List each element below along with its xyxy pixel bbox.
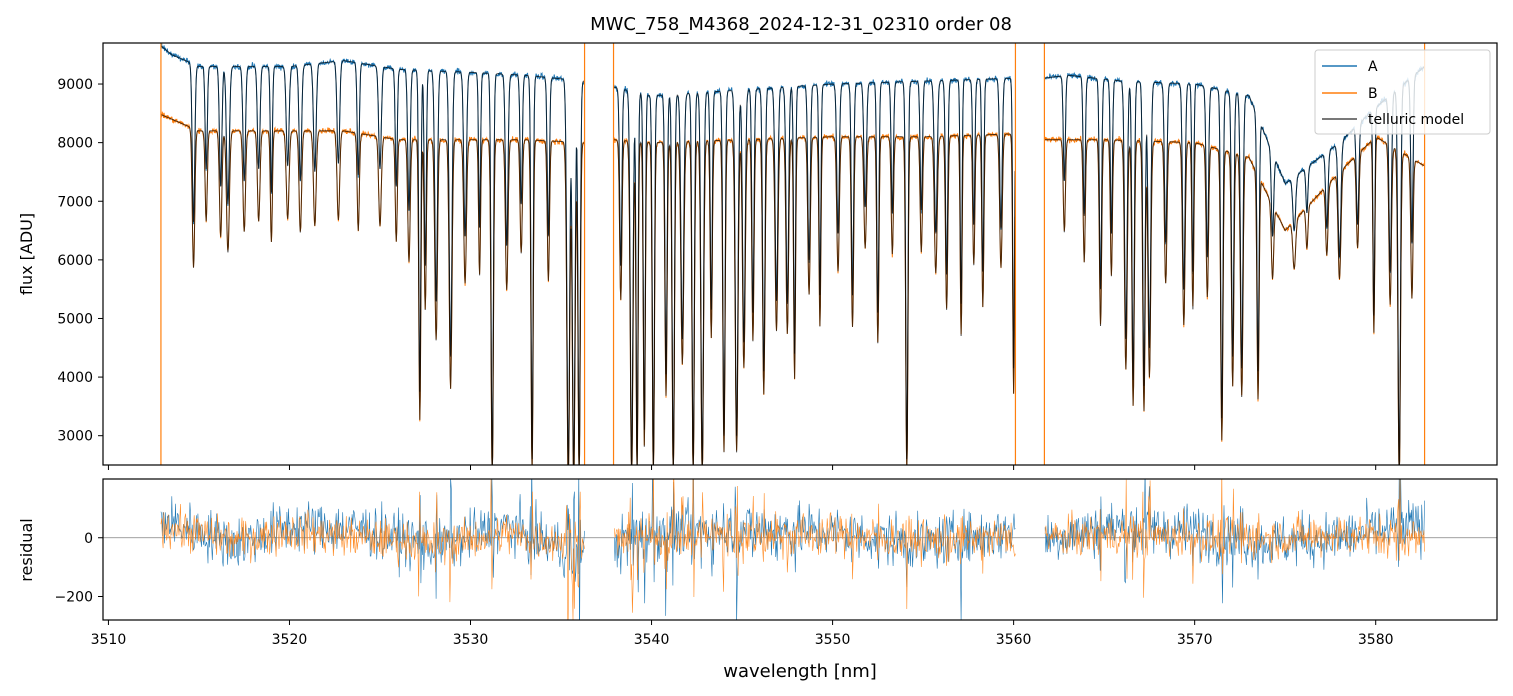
legend-label-A: A xyxy=(1368,59,1378,75)
spectrum-y-ticks: 3000 4000 5000 6000 7000 8000 9000 xyxy=(57,77,103,445)
residual-y-ticks: −200 0 xyxy=(55,531,103,606)
legend-label-B: B xyxy=(1368,86,1378,102)
y-tick-label: 4000 xyxy=(57,370,93,386)
legend-label-model: telluric model xyxy=(1368,112,1464,128)
y-tick-label: 9000 xyxy=(57,77,93,93)
y-tick-label: 5000 xyxy=(57,311,93,327)
series-B-residual-line xyxy=(160,479,1425,620)
residual-x-axis-label: wavelength [nm] xyxy=(723,661,877,682)
y-tick-label: 8000 xyxy=(57,136,93,152)
x-tick-label: 3560 xyxy=(996,632,1032,648)
y-tick-label: 0 xyxy=(84,531,93,547)
legend-frame xyxy=(1314,49,1491,135)
x-tick-label: 3540 xyxy=(634,632,670,648)
residual-y-axis-label: residual xyxy=(17,518,36,581)
x-tick-label: 3510 xyxy=(91,632,127,648)
telluric-model-B-line xyxy=(160,114,1425,465)
spectrum-y-axis-label: flux [ADU] xyxy=(17,213,36,295)
residual-x-ticks: 3510 3520 3530 3540 3550 3560 3570 3580 xyxy=(91,620,1394,648)
spectrum-axes-frame xyxy=(102,42,1498,466)
y-tick-label: 3000 xyxy=(57,429,93,445)
x-tick-label: 3570 xyxy=(1177,632,1213,648)
residual-panel: 3510 3520 3530 3540 3550 3560 3570 3580 −200 0 r… xyxy=(17,478,1498,682)
y-tick-label: 6000 xyxy=(57,253,93,269)
figure-title: MWC_758_M4368_2024-12-31_02310 order 08 xyxy=(590,14,1012,35)
legend: A B telluric model xyxy=(1314,49,1491,135)
spectrum-x-ticks xyxy=(107,465,1377,470)
y-tick-label: 7000 xyxy=(57,194,93,210)
x-tick-label: 3580 xyxy=(1358,632,1394,648)
spectrum-panel: 3000 4000 5000 6000 7000 8000 9000 flux [ADU] xyxy=(17,42,1498,470)
x-tick-label: 3530 xyxy=(453,632,489,648)
x-tick-label: 3520 xyxy=(272,632,308,648)
residual-axes-frame xyxy=(102,478,1498,621)
x-tick-label: 3550 xyxy=(815,632,851,648)
y-tick-label: −200 xyxy=(55,590,93,606)
